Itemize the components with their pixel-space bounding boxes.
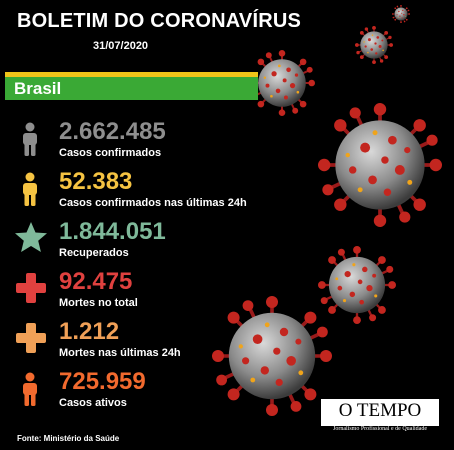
accent-stripe — [5, 72, 258, 77]
stat-value: 1.212 — [59, 318, 120, 345]
person-icon — [23, 172, 37, 206]
stat-label: Recuperados — [59, 247, 129, 259]
bulletin-date: 31/07/2020 — [93, 40, 149, 52]
publisher-logo: O TEMPO — [321, 399, 439, 426]
stat-label: Casos ativos — [59, 397, 127, 409]
stat-label: Mortes no total — [59, 297, 138, 309]
page-title: BOLETIM DO CORONAVÍRUS — [17, 10, 302, 32]
stat-value: 52.383 — [59, 168, 133, 195]
stat-value: 1.844.051 — [59, 218, 166, 245]
virus-illustration-tiny — [392, 5, 410, 23]
region-label: Brasil — [14, 79, 62, 98]
stat-label: Casos confirmados nas últimas 24h — [59, 197, 247, 209]
stat-label: Casos confirmados — [59, 147, 162, 159]
virus-illustration-large — [318, 103, 442, 227]
source-note: Fonte: Ministério da Saúde — [17, 434, 120, 443]
region-band — [5, 77, 258, 100]
stat-value: 725.959 — [59, 368, 146, 395]
stat-label: Mortes nas últimas 24h — [59, 347, 181, 359]
star-icon — [15, 222, 47, 252]
virus-illustration-small — [355, 26, 393, 64]
virus-illustration-bottom — [212, 296, 332, 416]
stat-value: 2.662.485 — [59, 118, 166, 145]
cross-icon — [16, 273, 46, 303]
logo-name: O TEMPO — [338, 400, 422, 421]
person-icon — [23, 372, 37, 406]
logo-tagline: Jornalismo Profissional e de Qualidade — [333, 426, 427, 432]
cross-icon — [16, 323, 46, 353]
person-icon — [23, 122, 37, 156]
virus-illustration-medium — [249, 50, 315, 116]
stat-value: 92.475 — [59, 268, 133, 295]
